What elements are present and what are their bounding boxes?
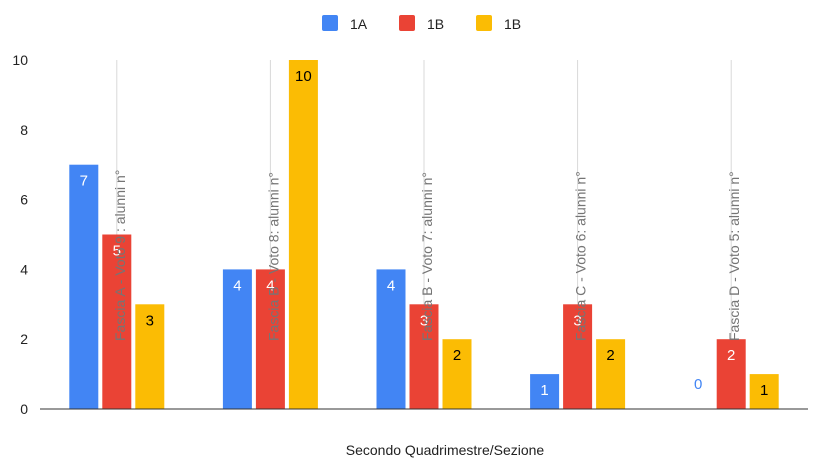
data-label: 5 <box>113 243 121 260</box>
y-tick-label: 0 <box>20 401 28 417</box>
x-axis-title: Secondo Quadrimestre/Sezione <box>346 442 545 458</box>
bar-1b-1 <box>135 304 165 409</box>
data-label: 7 <box>80 173 88 190</box>
data-label: 4 <box>387 277 395 294</box>
bar-1b-2 <box>288 60 318 409</box>
bar-1a-1 <box>69 164 99 409</box>
legend: 1A 1B 1B <box>322 15 521 32</box>
bars: 7 5 3 4 4 10 4 3 2 1 3 2 0 2 1 <box>69 60 779 409</box>
y-tick-label: 4 <box>20 261 28 277</box>
legend-swatch <box>322 15 338 31</box>
bar-1b-3 <box>442 339 472 409</box>
data-label: 2 <box>727 347 735 364</box>
bar-1b-5 <box>716 339 746 409</box>
data-label: 3 <box>146 312 154 329</box>
data-label: 0 <box>694 376 702 393</box>
category-label: Fascia B - Voto 8: alunni n° <box>265 172 281 341</box>
y-tick-label: 8 <box>20 122 28 138</box>
category-label: Fascia B - Voto 7: alunni n° <box>419 172 435 341</box>
data-label: 2 <box>453 347 461 364</box>
legend-label: 1B <box>504 16 521 32</box>
y-axis: 0 2 4 6 8 10 <box>12 52 28 417</box>
data-label: 10 <box>295 68 312 85</box>
data-label: 4 <box>266 277 274 294</box>
y-tick-label: 10 <box>12 52 28 68</box>
legend-swatch <box>399 15 415 31</box>
bar-1b-4 <box>563 304 593 409</box>
bar-1b-2 <box>255 269 285 409</box>
category-labels: Fascia A - Voto 9 : alunni n° Fascia B - … <box>112 170 742 341</box>
bar-1b-1 <box>102 234 132 409</box>
y-tick-label: 2 <box>20 331 28 347</box>
legend-label: 1A <box>350 16 368 32</box>
category-label: Fascia A - Voto 9 : alunni n° <box>112 170 128 341</box>
data-label: 1 <box>760 382 768 399</box>
data-label: 4 <box>233 277 241 294</box>
bar-1b-5 <box>749 374 779 409</box>
legend-swatch <box>476 15 492 31</box>
bar-1a-2 <box>222 269 252 409</box>
data-label: 3 <box>573 312 581 329</box>
y-tick-label: 6 <box>20 192 28 208</box>
data-label: 2 <box>606 347 614 364</box>
bar-1b-3 <box>409 304 439 409</box>
bar-1a-4 <box>530 374 560 409</box>
bar-1a-3 <box>376 269 406 409</box>
data-label: 3 <box>420 312 428 329</box>
category-label: Fascia C - Voto 6: alunni n° <box>573 171 589 341</box>
legend-label: 1B <box>427 16 444 32</box>
bar-1b-4 <box>596 339 626 409</box>
data-label: 1 <box>540 382 548 399</box>
category-label: Fascia D - Voto 5: alunni n° <box>726 171 742 341</box>
